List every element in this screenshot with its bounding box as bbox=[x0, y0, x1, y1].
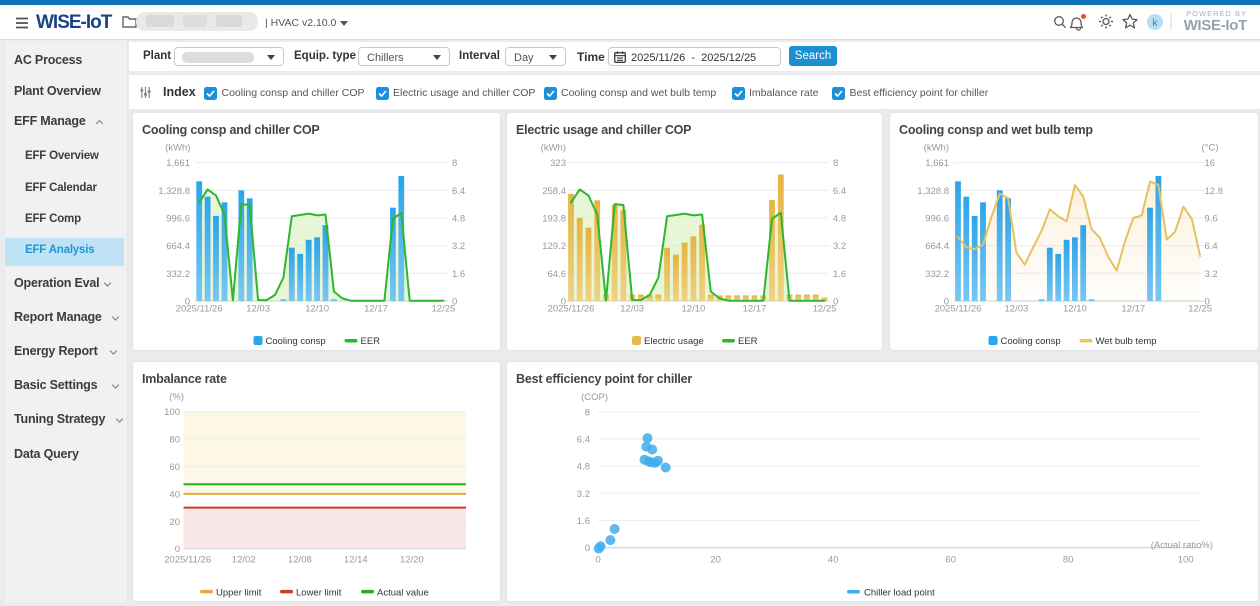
svg-text:2025/11/26: 2025/11/26 bbox=[164, 555, 211, 566]
svg-text:Cooling consp: Cooling consp bbox=[266, 336, 326, 347]
svg-text:12/25: 12/25 bbox=[432, 304, 456, 315]
svg-text:1.6: 1.6 bbox=[452, 269, 465, 280]
svg-text:12/08: 12/08 bbox=[288, 555, 312, 566]
svg-text:3.2: 3.2 bbox=[577, 489, 590, 500]
svg-text:12/03: 12/03 bbox=[1005, 304, 1029, 315]
svg-text:64.6: 64.6 bbox=[548, 269, 567, 280]
svg-text:258.4: 258.4 bbox=[542, 186, 566, 197]
svg-text:12/17: 12/17 bbox=[364, 304, 388, 315]
svg-text:0: 0 bbox=[175, 544, 180, 555]
svg-text:100: 100 bbox=[164, 407, 180, 418]
svg-text:(COP): (COP) bbox=[581, 392, 608, 403]
svg-text:12/17: 12/17 bbox=[743, 304, 767, 315]
svg-text:323: 323 bbox=[550, 158, 566, 169]
svg-text:3.2: 3.2 bbox=[452, 241, 465, 252]
svg-text:1,328.8: 1,328.8 bbox=[917, 186, 949, 197]
svg-text:332.2: 332.2 bbox=[925, 269, 949, 280]
svg-text:3.2: 3.2 bbox=[1205, 269, 1218, 280]
svg-text:664.4: 664.4 bbox=[925, 241, 949, 252]
svg-text:12/10: 12/10 bbox=[1063, 304, 1087, 315]
svg-text:100: 100 bbox=[1178, 555, 1194, 566]
svg-text:332.2: 332.2 bbox=[166, 269, 190, 280]
svg-text:1,661: 1,661 bbox=[925, 158, 949, 169]
svg-text:Upper limit: Upper limit bbox=[216, 588, 262, 599]
svg-text:6.4: 6.4 bbox=[452, 186, 465, 197]
svg-text:Wet bulb temp: Wet bulb temp bbox=[1096, 336, 1157, 347]
svg-text:k: k bbox=[1152, 17, 1158, 29]
svg-text:80: 80 bbox=[1063, 555, 1074, 566]
svg-text:Electric usage: Electric usage bbox=[644, 336, 704, 347]
svg-text:0: 0 bbox=[833, 297, 838, 308]
svg-text:1.6: 1.6 bbox=[577, 516, 590, 527]
svg-text:2025/11/26: 2025/11/26 bbox=[935, 304, 982, 315]
svg-text:(kWh): (kWh) bbox=[541, 143, 566, 154]
svg-text:Chiller load point: Chiller load point bbox=[864, 588, 935, 599]
svg-text:6.4: 6.4 bbox=[1205, 241, 1218, 252]
svg-text:Lower limit: Lower limit bbox=[296, 588, 342, 599]
svg-text:8: 8 bbox=[452, 158, 457, 169]
svg-text:(%): (%) bbox=[169, 392, 184, 403]
svg-text:4.8: 4.8 bbox=[452, 214, 465, 225]
svg-text:12/02: 12/02 bbox=[232, 555, 256, 566]
svg-text:12/20: 12/20 bbox=[400, 555, 424, 566]
svg-text:1.6: 1.6 bbox=[833, 269, 846, 280]
svg-text:6.4: 6.4 bbox=[577, 435, 590, 446]
svg-text:2025/11/26: 2025/11/26 bbox=[176, 304, 223, 315]
svg-text:12/25: 12/25 bbox=[1188, 304, 1212, 315]
svg-text:Cooling consp: Cooling consp bbox=[1001, 336, 1061, 347]
svg-text:40: 40 bbox=[828, 555, 839, 566]
svg-text:16: 16 bbox=[1205, 158, 1216, 169]
svg-text:2025/11/26: 2025/11/26 bbox=[548, 304, 595, 315]
svg-text:664.4: 664.4 bbox=[166, 241, 190, 252]
svg-text:Actual value: Actual value bbox=[377, 588, 429, 599]
svg-text:20: 20 bbox=[710, 555, 721, 566]
svg-text:80: 80 bbox=[169, 435, 180, 446]
svg-text:996.6: 996.6 bbox=[925, 214, 949, 225]
svg-text:0: 0 bbox=[185, 297, 190, 308]
svg-text:60: 60 bbox=[945, 555, 956, 566]
svg-text:12/03: 12/03 bbox=[620, 304, 644, 315]
svg-text:12/14: 12/14 bbox=[344, 555, 368, 566]
svg-text:EER: EER bbox=[361, 336, 381, 347]
svg-text:1,328.8: 1,328.8 bbox=[158, 186, 190, 197]
svg-text:12/10: 12/10 bbox=[682, 304, 706, 315]
svg-text:(Actual ratio%): (Actual ratio%) bbox=[1151, 540, 1213, 551]
svg-text:9.6: 9.6 bbox=[1205, 214, 1218, 225]
svg-text:(°C): (°C) bbox=[1202, 143, 1219, 154]
svg-text:12.8: 12.8 bbox=[1205, 186, 1224, 197]
svg-text:40: 40 bbox=[169, 489, 180, 500]
svg-text:8: 8 bbox=[585, 407, 590, 418]
svg-text:996.6: 996.6 bbox=[166, 214, 190, 225]
svg-text:4.8: 4.8 bbox=[577, 462, 590, 473]
svg-text:0: 0 bbox=[561, 297, 566, 308]
svg-text:193.8: 193.8 bbox=[542, 214, 566, 225]
svg-text:12/25: 12/25 bbox=[813, 304, 837, 315]
svg-text:EER: EER bbox=[738, 336, 758, 347]
svg-text:6.4: 6.4 bbox=[833, 186, 846, 197]
svg-text:12/10: 12/10 bbox=[305, 304, 329, 315]
svg-text:(kWh): (kWh) bbox=[924, 143, 949, 154]
svg-text:12/17: 12/17 bbox=[1121, 304, 1145, 315]
svg-text:0: 0 bbox=[585, 543, 590, 554]
svg-text:(kWh): (kWh) bbox=[165, 143, 190, 154]
svg-text:3.2: 3.2 bbox=[833, 241, 846, 252]
svg-text:20: 20 bbox=[169, 517, 180, 528]
svg-text:4.8: 4.8 bbox=[833, 214, 846, 225]
svg-text:129.2: 129.2 bbox=[542, 241, 566, 252]
svg-text:8: 8 bbox=[833, 158, 838, 169]
svg-text:0: 0 bbox=[944, 297, 949, 308]
svg-text:0: 0 bbox=[452, 297, 457, 308]
svg-text:1,661: 1,661 bbox=[166, 158, 190, 169]
svg-text:60: 60 bbox=[169, 462, 180, 473]
svg-text:0: 0 bbox=[595, 555, 600, 566]
svg-text:12/03: 12/03 bbox=[246, 304, 270, 315]
svg-text:0: 0 bbox=[1205, 297, 1210, 308]
